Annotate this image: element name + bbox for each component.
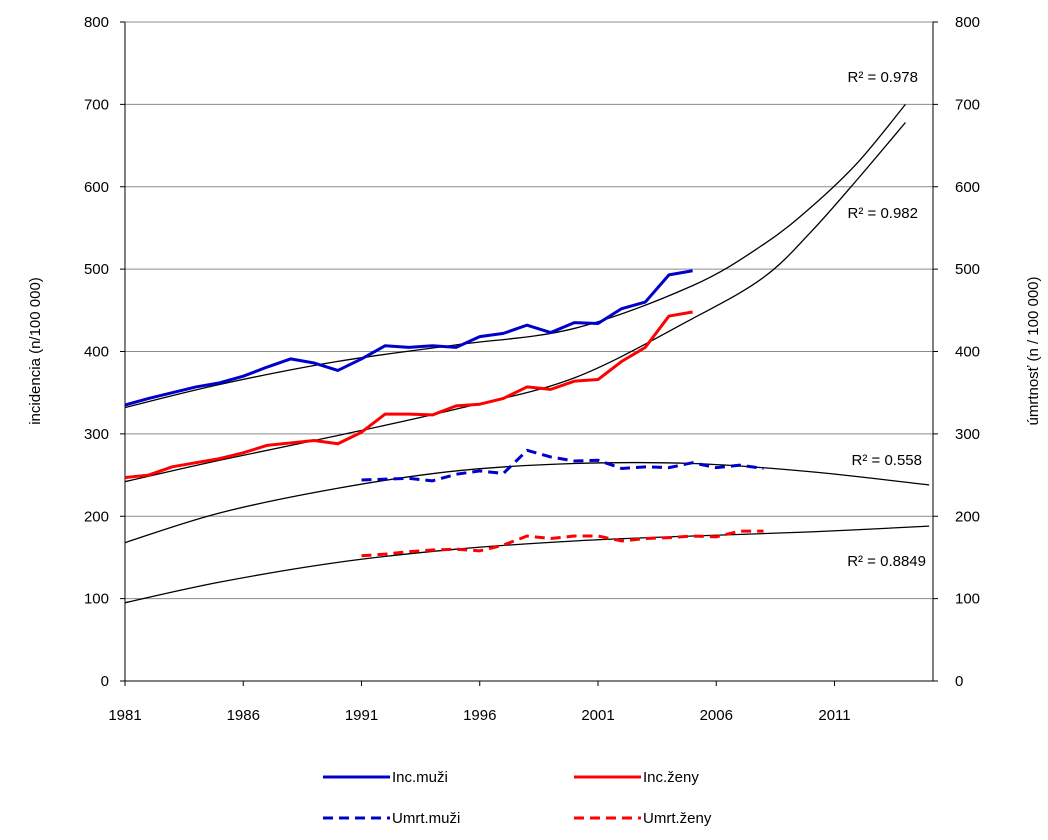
x-tick-label: 1981 <box>108 707 141 724</box>
y-tick-label: 0 <box>101 673 109 690</box>
y-tick-label: 500 <box>84 261 109 278</box>
series-line <box>124 310 693 480</box>
series-line <box>361 529 764 558</box>
y-tick-label-right: 400 <box>955 344 980 361</box>
legend: Inc.muži Inc.ženy Umrt.muži Umrt.ženy <box>323 769 712 827</box>
trendline <box>124 461 930 544</box>
legend-label: Umrt.muži <box>392 810 460 827</box>
y-tick-label-right: 700 <box>955 96 980 113</box>
y-tick-label: 200 <box>84 508 109 525</box>
trendlines <box>124 103 930 604</box>
r2-label: R² = 0.982 <box>848 205 918 222</box>
y-tick-label-right: 800 <box>955 14 980 31</box>
series <box>124 269 764 558</box>
r2-label: R² = 0.558 <box>852 452 922 469</box>
legend-label: Umrt.ženy <box>643 810 712 827</box>
x-tick-label: 1996 <box>463 707 496 724</box>
x-tick-label: 2006 <box>700 707 733 724</box>
trendline <box>124 122 906 483</box>
y-tick-label-right: 500 <box>955 261 980 278</box>
gridlines <box>125 21 933 600</box>
ticks: 0 0 100 100 200 200 300 300 400 400 500 500 600 600 70… <box>84 14 980 724</box>
series-line <box>361 448 764 483</box>
r2-label: R² = 0.978 <box>848 69 918 86</box>
series-line <box>124 269 693 407</box>
y-tick-label: 700 <box>84 96 109 113</box>
y-axis-left-title: incidencia (n/100 000) <box>27 277 44 425</box>
legend-label: Inc.ženy <box>643 769 699 786</box>
y-tick-label: 600 <box>84 179 109 196</box>
y-tick-label-right: 200 <box>955 508 980 525</box>
y-tick-label: 800 <box>84 14 109 31</box>
y-axis-right-title: úmrtnosť (n / 100 000) <box>1025 276 1042 425</box>
y-tick-label-right: 0 <box>955 673 963 690</box>
legend-label: Inc.muži <box>392 769 448 786</box>
y-tick-label: 400 <box>84 344 109 361</box>
r2-labels: R² = 0.978 R² = 0.982 R² = 0.558 R² = 0.884… <box>847 69 926 570</box>
x-tick-label: 1986 <box>227 707 260 724</box>
x-tick-label: 2011 <box>818 707 850 724</box>
y-tick-label-right: 300 <box>955 426 980 443</box>
trendline <box>124 525 930 604</box>
y-tick-label-right: 100 <box>955 591 980 608</box>
x-tick-label: 2001 <box>581 707 614 724</box>
y-tick-label: 100 <box>84 591 109 608</box>
x-tick-label: 1991 <box>345 707 378 724</box>
r2-label: R² = 0.8849 <box>847 553 926 570</box>
y-tick-label: 300 <box>84 426 109 443</box>
y-tick-label-right: 600 <box>955 179 980 196</box>
